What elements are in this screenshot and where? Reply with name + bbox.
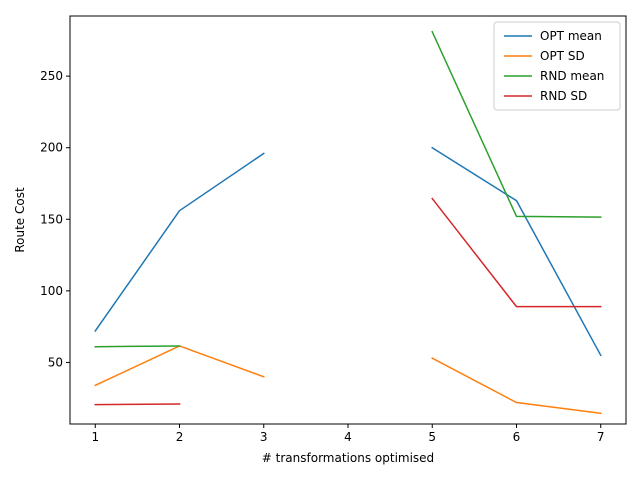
legend: OPT mean OPT SD RND mean RND SD <box>493 21 621 111</box>
y-tick-label: 100 <box>40 284 63 298</box>
y-tick-label: 50 <box>48 355 63 369</box>
series-line <box>94 403 181 406</box>
series-line <box>94 345 265 387</box>
y-tick-label: 150 <box>40 212 63 226</box>
legend-item: RND mean <box>504 69 604 83</box>
legend-label: RND mean <box>540 69 604 83</box>
x-tick-label: 2 <box>176 430 184 444</box>
x-tick-label: 7 <box>597 430 605 444</box>
legend-item: OPT mean <box>504 29 602 43</box>
y-tick-label: 200 <box>40 141 63 155</box>
series-rnd-mean <box>94 30 602 348</box>
y-axis-label: Route Cost <box>13 187 27 253</box>
series-line <box>431 197 602 308</box>
series-line <box>431 357 602 415</box>
series-line <box>431 146 602 357</box>
legend-box <box>493 21 621 111</box>
legend-label: OPT mean <box>540 29 602 43</box>
y-axis-ticks: 50 100 150 200 250 <box>40 69 70 369</box>
x-axis-ticks: 1 2 3 4 5 6 7 <box>91 424 605 444</box>
y-tick-label: 250 <box>40 69 63 83</box>
x-tick-label: 6 <box>513 430 521 444</box>
x-tick-label: 3 <box>260 430 268 444</box>
legend-label: RND SD <box>540 89 587 103</box>
x-tick-label: 5 <box>428 430 436 444</box>
series-line <box>94 152 265 332</box>
series-opt-sd <box>94 345 602 415</box>
x-tick-label: 1 <box>91 430 99 444</box>
series-layer <box>94 30 602 415</box>
series-opt-mean <box>94 146 602 357</box>
legend-item: OPT SD <box>504 49 585 63</box>
series-rnd-sd <box>94 197 602 406</box>
x-axis-label: # transformations optimised <box>262 451 434 465</box>
x-tick-label: 4 <box>344 430 352 444</box>
series-line <box>431 30 602 218</box>
series-line <box>94 345 181 348</box>
legend-label: OPT SD <box>540 49 585 63</box>
legend-item: RND SD <box>504 89 587 103</box>
